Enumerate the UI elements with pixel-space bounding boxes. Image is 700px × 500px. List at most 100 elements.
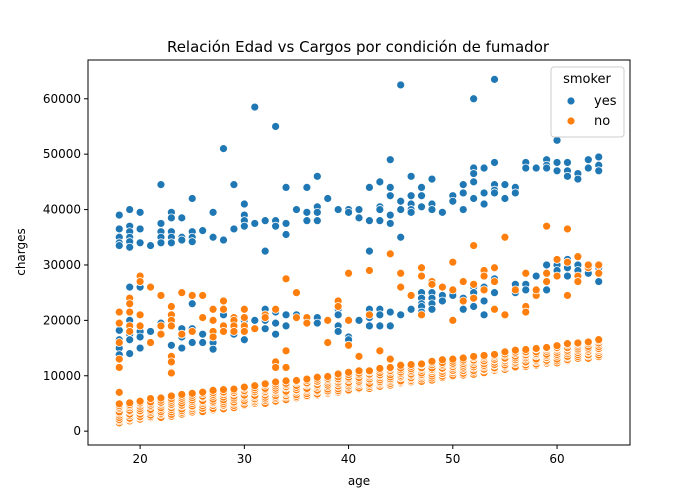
data-point-yes xyxy=(417,202,426,212)
data-point-no xyxy=(417,271,426,281)
legend-label-no: no xyxy=(594,114,610,129)
data-point-yes xyxy=(354,213,364,223)
data-point-yes xyxy=(260,246,270,256)
x-axis: 20 30 40 50 60 xyxy=(132,445,565,466)
data-point-yes xyxy=(427,304,437,314)
legend: smoker yes no xyxy=(550,66,625,138)
data-point-no xyxy=(521,345,531,354)
data-point-yes xyxy=(187,194,197,203)
data-point-no xyxy=(146,394,155,403)
data-point-no xyxy=(458,353,468,363)
data-point-no xyxy=(583,337,593,347)
data-point-no xyxy=(302,318,312,328)
data-point-yes xyxy=(125,335,135,345)
data-point-yes xyxy=(135,224,145,234)
data-point-no xyxy=(521,268,531,278)
data-point-no xyxy=(542,343,552,352)
data-point-no xyxy=(187,291,197,300)
data-point-yes xyxy=(375,321,385,331)
data-point-yes xyxy=(573,174,583,184)
data-point-yes xyxy=(479,199,489,209)
data-point-yes xyxy=(396,310,406,320)
data-point-yes xyxy=(114,224,124,234)
data-point-yes xyxy=(250,315,260,325)
data-point-no xyxy=(250,381,260,391)
data-point-no xyxy=(573,338,583,348)
data-point-no xyxy=(219,296,228,306)
data-point-yes xyxy=(187,299,197,309)
data-point-yes xyxy=(177,343,187,353)
data-point-yes xyxy=(365,321,374,331)
data-point-no xyxy=(166,302,176,311)
data-point-no xyxy=(125,299,135,309)
data-point-yes xyxy=(448,196,458,206)
data-point-yes xyxy=(542,285,552,295)
data-point-no xyxy=(542,221,552,231)
data-point-no xyxy=(344,268,353,278)
data-point-yes xyxy=(312,318,322,328)
data-point-no xyxy=(239,304,249,314)
data-point-yes xyxy=(583,163,593,173)
data-point-no xyxy=(469,241,479,250)
data-point-no xyxy=(479,351,489,360)
data-point-no xyxy=(354,366,364,376)
data-point-no xyxy=(260,379,270,389)
data-point-yes xyxy=(385,183,395,192)
data-point-yes xyxy=(114,325,124,335)
data-point-no xyxy=(166,357,176,367)
data-point-yes xyxy=(354,315,364,325)
data-point-no xyxy=(177,288,187,298)
x-tick-label: 60 xyxy=(549,452,564,466)
data-point-no xyxy=(396,360,406,370)
data-point-no xyxy=(323,315,333,325)
data-point-yes xyxy=(114,241,124,250)
points-layer xyxy=(114,74,604,428)
data-point-no xyxy=(563,224,572,234)
data-point-no xyxy=(114,318,124,328)
data-point-no xyxy=(365,266,374,275)
x-tick-label: 40 xyxy=(341,452,356,466)
data-point-yes xyxy=(135,207,145,217)
data-point-no xyxy=(281,274,291,284)
data-point-no xyxy=(594,268,604,278)
data-point-yes xyxy=(479,188,489,198)
data-point-yes xyxy=(500,180,510,190)
data-point-yes xyxy=(135,238,145,248)
y-axis: 0 10000 20000 30000 40000 50000 60000 xyxy=(43,92,88,438)
data-point-no xyxy=(552,255,562,264)
data-point-no xyxy=(166,321,176,331)
data-point-no xyxy=(292,313,301,322)
data-point-yes xyxy=(239,221,249,231)
data-point-no xyxy=(281,376,291,386)
data-point-no xyxy=(177,390,187,399)
data-point-no xyxy=(198,313,208,322)
data-point-no xyxy=(542,277,552,286)
data-point-no xyxy=(365,366,374,376)
data-point-no xyxy=(125,307,135,317)
data-point-yes xyxy=(521,163,531,173)
data-point-no xyxy=(344,315,353,325)
data-point-no xyxy=(125,327,135,336)
chart-title: Relación Edad vs Cargos por condición de… xyxy=(167,38,550,56)
data-point-no xyxy=(417,310,426,320)
data-point-yes xyxy=(146,241,155,250)
data-point-no xyxy=(573,277,583,286)
data-point-no xyxy=(114,387,124,397)
data-point-yes xyxy=(594,152,604,162)
data-point-yes xyxy=(437,207,447,217)
data-point-no xyxy=(156,393,166,403)
data-point-yes xyxy=(385,191,395,201)
data-point-yes xyxy=(385,210,395,220)
data-point-yes xyxy=(469,302,479,311)
data-point-no xyxy=(344,367,353,377)
data-point-yes xyxy=(552,158,562,167)
data-point-yes xyxy=(583,155,593,165)
data-point-yes xyxy=(229,180,239,190)
data-point-no xyxy=(427,279,437,289)
data-point-yes xyxy=(156,238,166,248)
data-point-no xyxy=(385,363,395,372)
data-point-no xyxy=(490,304,499,314)
data-point-no xyxy=(594,260,604,270)
data-point-no xyxy=(292,288,301,298)
data-point-yes xyxy=(594,166,604,176)
